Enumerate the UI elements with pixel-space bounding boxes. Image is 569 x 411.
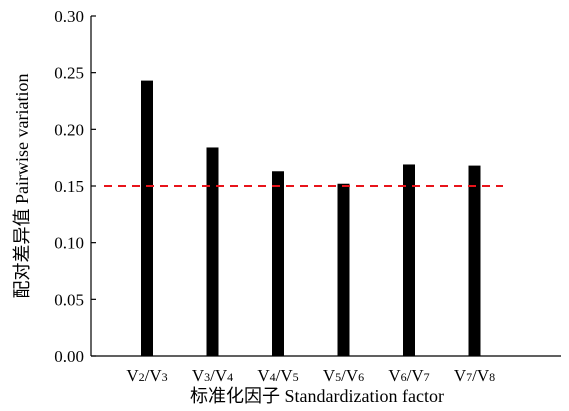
y-tick-label: 0.30 bbox=[54, 7, 84, 26]
y-tick-label: 0.15 bbox=[54, 177, 84, 196]
x-tick-label: V3/V4 bbox=[192, 366, 233, 385]
y-tick-label: 0.00 bbox=[54, 347, 84, 366]
x-tick-label: V2/V3 bbox=[126, 366, 167, 385]
plot-area: 0.00 0.05 0.10 0.15 0.20 0.25 0.30 V2/V3 V3/V4 V4… bbox=[54, 7, 561, 385]
x-tick-label: V6/V7 bbox=[388, 366, 429, 385]
x-axis-title: 标准化因子 Standardization factor bbox=[190, 386, 444, 406]
x-tick-label: V4/V5 bbox=[257, 366, 298, 385]
y-tick-label: 0.20 bbox=[54, 120, 84, 139]
bar bbox=[272, 171, 284, 356]
y-tick-label: 0.05 bbox=[54, 290, 84, 309]
bar bbox=[403, 164, 415, 356]
x-tick-label: V5/V6 bbox=[323, 366, 364, 385]
y-tick-label: 0.25 bbox=[54, 64, 84, 83]
bar bbox=[337, 183, 350, 356]
bar bbox=[468, 165, 481, 356]
x-tick-label: V7/V8 bbox=[454, 366, 495, 385]
bar bbox=[141, 80, 153, 356]
bar bbox=[206, 147, 219, 356]
y-tick-label: 0.10 bbox=[54, 234, 84, 253]
y-axis-title: 配对差异值 Pairwise variation bbox=[12, 74, 32, 299]
